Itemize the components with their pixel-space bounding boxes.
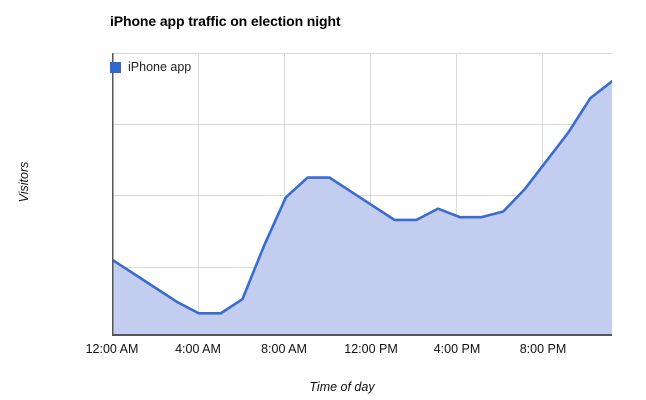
x-tick-label-0: 12:00 AM <box>85 342 139 356</box>
legend-label-iphone-app: iPhone app <box>128 60 192 74</box>
y-axis-title: Visitors <box>17 161 31 203</box>
plot-area <box>112 53 612 336</box>
x-tick-label-2: 8:00 AM <box>261 342 307 356</box>
x-tick-label-3: 12:00 PM <box>344 342 398 356</box>
legend-swatch-icon <box>110 61 121 73</box>
chart-legend: iPhone app <box>110 60 191 74</box>
x-tick-label-5: 8:00 PM <box>519 342 567 356</box>
series-area-fill <box>112 81 612 336</box>
series-line <box>112 80 612 315</box>
area-chart-svg <box>112 53 612 336</box>
x-tick-label-1: 4:00 AM <box>175 342 221 356</box>
chart-title: iPhone app traffic on election night <box>110 13 341 29</box>
x-tick-label-4: 4:00 PM <box>433 342 481 356</box>
x-axis-title: Time of day <box>309 380 375 394</box>
